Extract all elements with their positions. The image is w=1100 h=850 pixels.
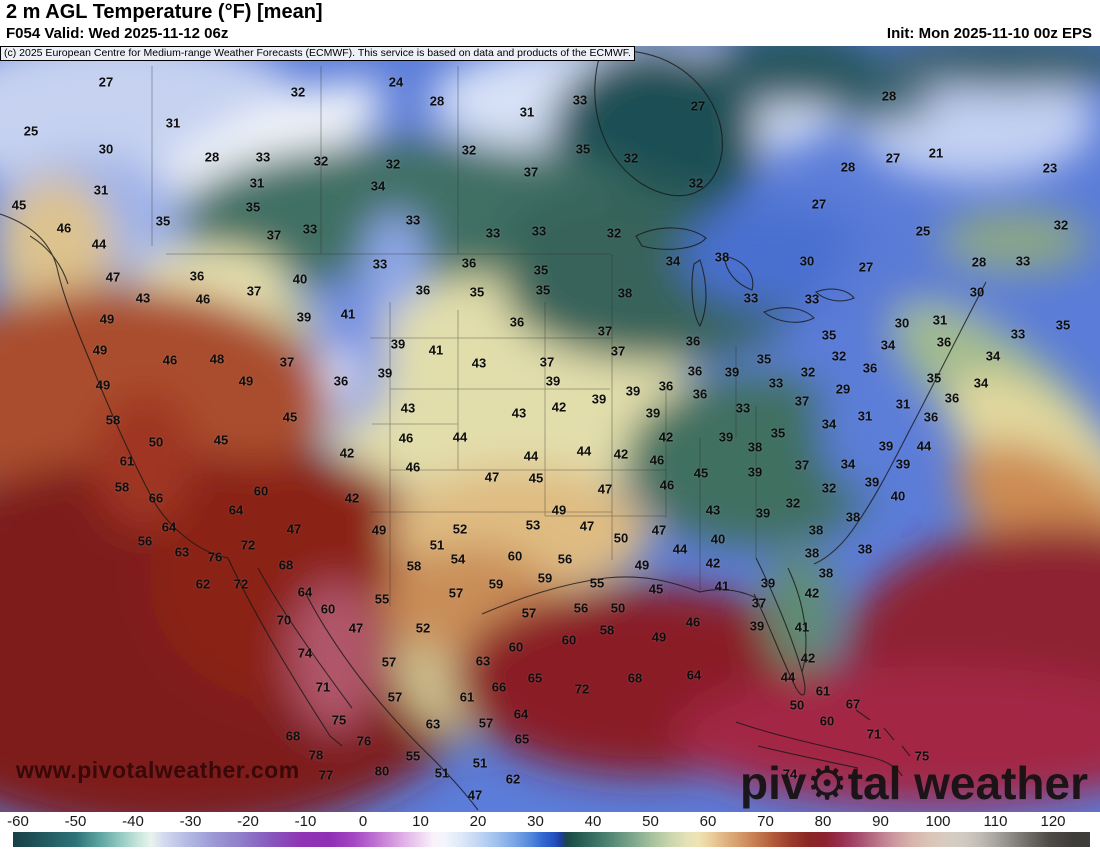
colorbar-tick: 60: [699, 813, 717, 830]
watermark-url: www.pivotalweather.com: [16, 757, 300, 783]
colorbar-tick: -60: [7, 813, 29, 830]
colorbar-tick-labels: -60 -50 -40 -30 -20 -10 0 10 20 30 40 50 60 70 80 90 100…: [0, 812, 1100, 832]
gear-icon: ⚙: [806, 757, 848, 809]
logo-text-part1: piv: [739, 757, 807, 809]
forecast-valid-text: F054 Valid: Wed 2025-11-12 06z: [6, 25, 229, 42]
map-svg: [0, 46, 1100, 812]
colorbar-tick: 10: [412, 813, 429, 830]
colorbar-tick: 50: [642, 813, 659, 830]
coastlines: [0, 50, 987, 811]
logo-text-part2: tal weather: [847, 757, 1088, 809]
colorbar-tick: -10: [294, 813, 317, 830]
colorbar-tick: -30: [179, 813, 202, 830]
colorbar-gradient: [13, 832, 1090, 847]
colorbar-tick: 0: [358, 813, 368, 830]
colorbar-tick: 100: [925, 813, 951, 830]
colorbar: -60 -50 -40 -30 -20 -10 0 10 20 30 40 50 60 70 80 90 100…: [0, 812, 1100, 850]
init-time-text: Init: Mon 2025-11-10 00z EPS: [886, 25, 1092, 42]
pivotal-weather-logo: piv⚙tal weather: [740, 760, 1088, 806]
colorbar-tick: 90: [872, 813, 889, 830]
map-canvas[interactable]: 27 32 25 31 30 28 33 32 31 31 45 46 35 35 37 33 44 47 36 40…: [0, 46, 1100, 812]
temperature-field: [0, 46, 1100, 812]
page-title: 2 m AGL Temperature (°F) [mean]: [6, 1, 323, 23]
colorbar-tick: 110: [983, 813, 1008, 830]
state-borders: [151, 66, 757, 606]
colorbar-tick: -50: [64, 813, 87, 830]
colorbar-tick: 30: [527, 813, 544, 830]
colorbar-tick: 80: [814, 813, 832, 830]
colorbar-tick: -20: [237, 813, 259, 830]
map-header: 2 m AGL Temperature (°F) [mean] F054 Val…: [0, 0, 1100, 46]
colorbar-tick: 70: [757, 813, 774, 830]
copyright-bar: (c) 2025 European Centre for Medium-rang…: [0, 46, 635, 61]
colorbar-tick: -40: [122, 813, 144, 830]
colorbar-tick: 120: [1040, 813, 1066, 830]
colorbar-tick: 20: [469, 813, 487, 830]
colorbar-tick: 40: [584, 813, 602, 830]
